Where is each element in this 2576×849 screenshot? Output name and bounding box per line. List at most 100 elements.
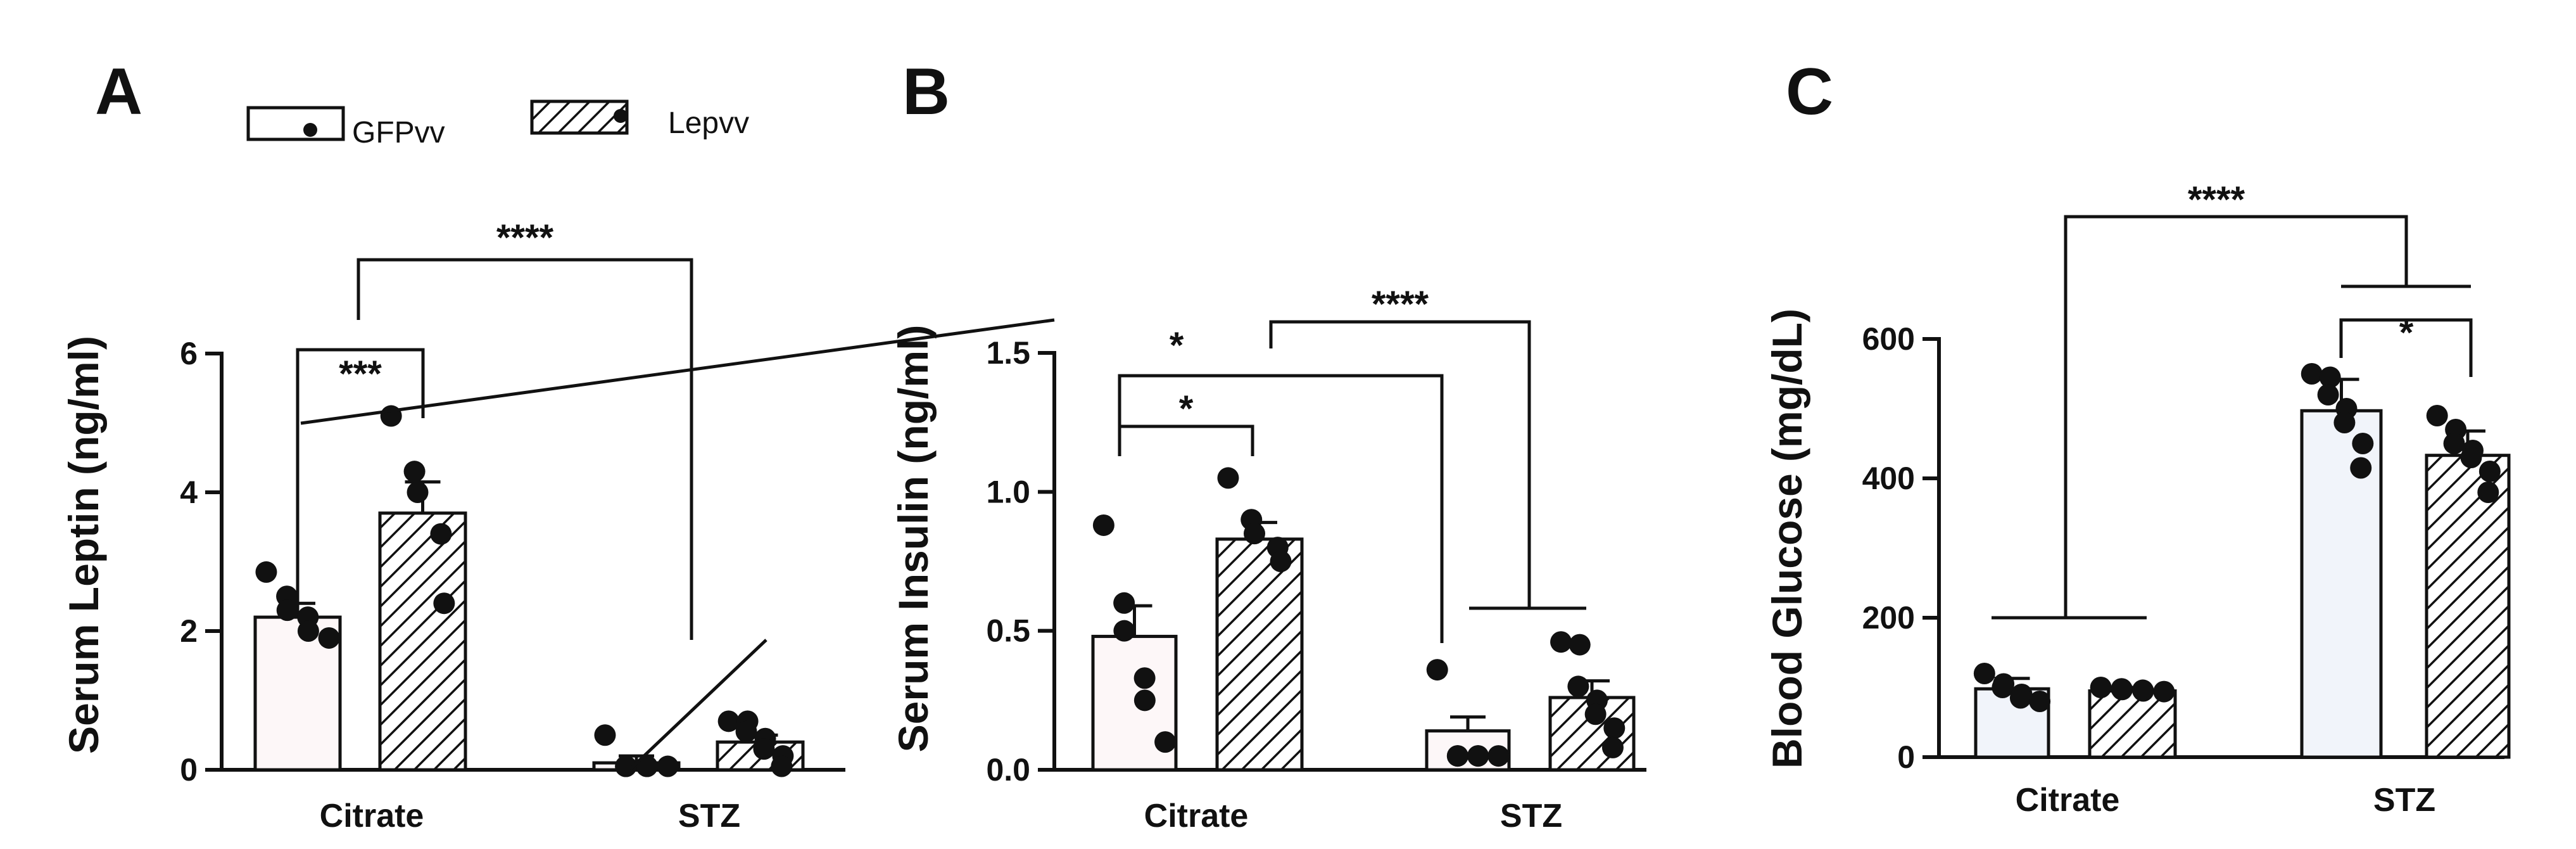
data-point [657,755,679,777]
data-point [1113,592,1135,614]
data-point [1603,717,1626,739]
data-point [2352,433,2374,454]
x-category-label: STZ [678,798,740,834]
significance-label: **** [496,217,554,259]
y-axis-title-b: Serum Insulin (ng/ml) [890,325,937,753]
significance-bracket [629,639,767,770]
y-tick-label: 600 [1862,321,1915,357]
data-point [594,724,616,746]
data-point [753,738,775,760]
panel-letter-c: C [1786,55,1833,129]
data-point [1426,659,1448,681]
data-point [407,482,429,503]
data-point [1992,677,2014,698]
significance-bracket [2339,318,2473,377]
data-point [2301,363,2323,385]
significance-bracket [1118,424,1254,456]
data-point [2477,482,2499,503]
y-tick-label: 6 [180,336,198,371]
x-category-label: STZ [1500,798,1562,834]
y-tick-label: 1.0 [986,474,1030,509]
y-axis-title-a: Serum Leptin (ng/ml) [60,336,107,754]
data-point [2350,457,2372,479]
significance-label: *** [339,354,382,395]
y-tick-label: 0.5 [986,613,1030,649]
data-point [1133,667,1156,689]
data-point [2426,405,2448,426]
data-point [2153,680,2175,703]
significance-label: * [2399,312,2414,354]
bar-lepvv [2425,454,2511,759]
data-point [1550,631,1572,653]
x-category-label: Citrate [1144,798,1249,834]
significance-label: * [1170,325,1184,366]
data-point [1092,514,1114,536]
panel-letter-b: B [902,55,950,129]
significance-bracket [296,348,425,613]
data-point [2090,677,2112,698]
data-point [1973,663,1995,684]
data-point [1601,736,1624,758]
data-point [2009,687,2031,709]
data-point [1569,634,1591,656]
data-point [2317,384,2339,405]
y-tick-label: 200 [1862,600,1915,635]
bar-lepvv [1215,537,1304,772]
x-category-label: Citrate [320,798,424,834]
legend-dot-open [303,123,317,137]
data-point [615,755,637,777]
y-tick-label: 2 [180,613,198,649]
y-tick-label: 1.5 [986,335,1030,371]
significance-bracket [2064,215,2408,618]
significance-bracket [300,318,1055,425]
legend-label-lepvv: Lepvv [668,106,749,140]
data-point [717,710,740,732]
data-point [1133,689,1156,712]
y-tick-label: 4 [180,475,198,510]
data-point [403,461,426,483]
data-point [1584,703,1607,725]
significance-label: **** [1372,284,1429,325]
data-point [1270,551,1292,572]
y-axis-title-c: Blood Glucose (mg/dL) [1764,309,1810,769]
x-category-label: STZ [2373,782,2435,819]
data-point [433,592,455,615]
panel-letter-a: A [95,55,142,129]
significance-bracket [357,258,693,640]
bar-lepvv [378,511,467,772]
data-point [1487,745,1510,767]
data-point [2111,679,2133,701]
legend-swatch-open [246,106,345,141]
data-point [255,561,277,583]
legend-swatch-hatched [530,99,629,135]
bar-lepvv [2088,689,2177,759]
data-point [1217,467,1239,489]
data-point [2478,461,2501,482]
data-point [2319,366,2341,388]
y-tick-label: 0.0 [986,752,1030,788]
significance-bracket [1269,320,1531,608]
data-point [2333,412,2356,433]
y-tick-label: 0 [1897,739,1915,775]
data-point [1467,745,1489,767]
y-tick-label: 0 [180,752,198,788]
data-point [2460,447,2482,468]
data-point [735,720,757,743]
legend-label-gfpvv: GFPvv [352,116,445,150]
x-category-label: Citrate [2016,782,2120,819]
data-point [1446,745,1468,767]
data-point [297,620,319,642]
data-point [1154,731,1177,753]
data-point [1244,523,1265,545]
data-point [771,755,793,777]
significance-label: **** [2188,179,2245,220]
data-point [2132,680,2154,702]
data-point [276,599,298,622]
data-point [1113,620,1135,642]
data-point [2029,691,2051,712]
data-point [2443,433,2465,454]
